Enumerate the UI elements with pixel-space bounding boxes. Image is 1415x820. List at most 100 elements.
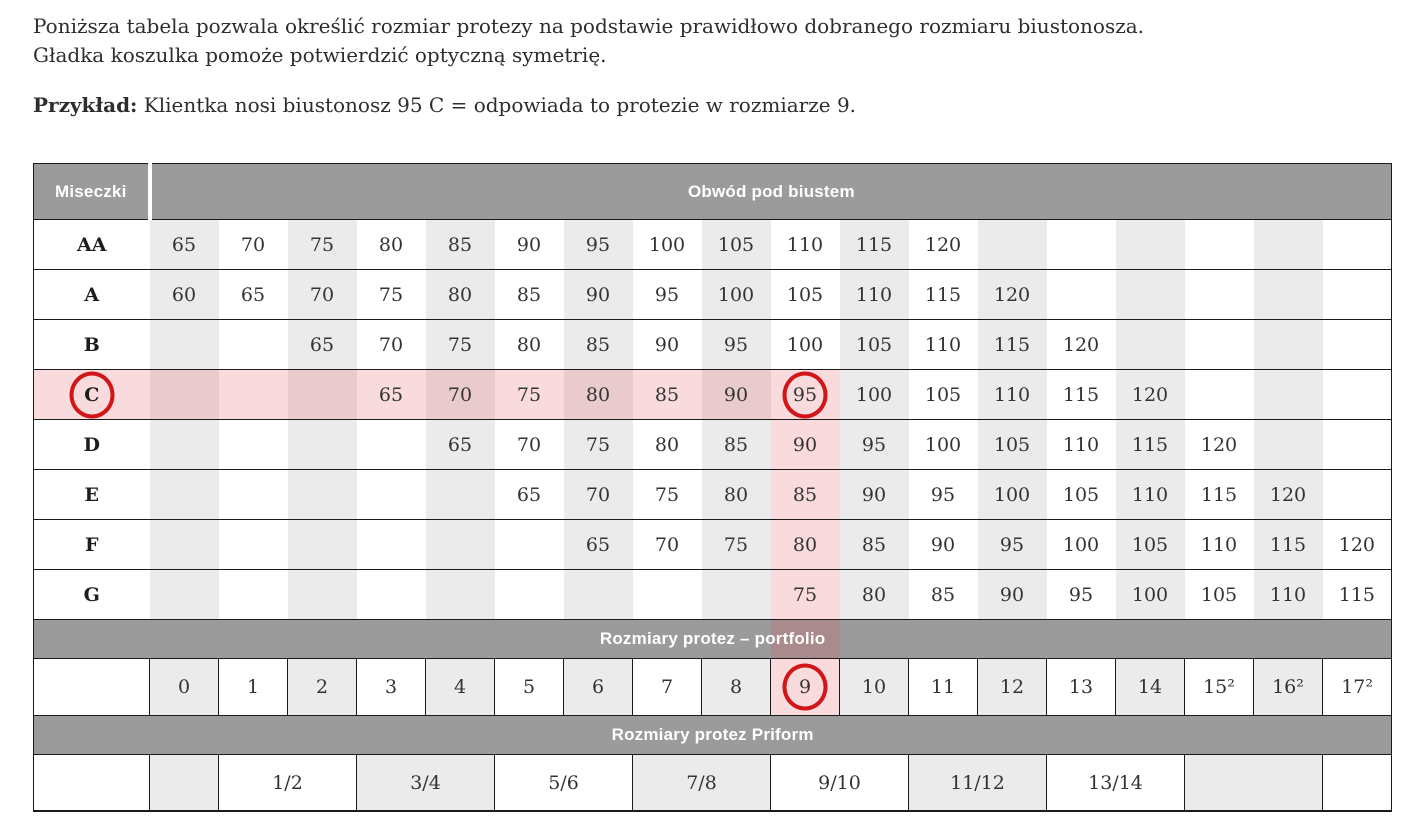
bust-cell: 100 <box>1115 569 1185 620</box>
bust-cell: 70 <box>632 519 702 570</box>
size-cell: 15² <box>1184 658 1254 716</box>
bust-cell: 120 <box>1184 419 1254 470</box>
band-portfolio: Rozmiary protez – portfolio <box>33 619 1392 659</box>
bust-cell <box>1253 419 1323 470</box>
bust-cell: 65 <box>287 319 357 370</box>
bust-cell: 80 <box>770 519 840 570</box>
bust-cell <box>356 419 426 470</box>
size-cell: 3 <box>356 658 426 716</box>
size-cell: 8 <box>701 658 771 716</box>
example-label: Przykład: <box>33 93 138 117</box>
bust-cell: 120 <box>1322 519 1392 570</box>
bust-cell <box>977 219 1047 270</box>
size-cell: 17² <box>1322 658 1392 716</box>
bust-cell <box>494 519 564 570</box>
priform-cell: 1/2 <box>218 754 357 811</box>
bust-cell: 95 <box>770 369 840 420</box>
priform-row: 1/2 3/4 5/6 7/8 9/10 11/12 13/14 <box>33 754 1392 811</box>
bust-cell: 90 <box>494 219 564 270</box>
bust-cell: 115 <box>1115 419 1185 470</box>
bust-cell: 110 <box>977 369 1047 420</box>
bust-cell <box>1115 219 1185 270</box>
bust-cell: 105 <box>1115 519 1185 570</box>
bust-cell: 110 <box>1253 569 1323 620</box>
bust-cell: 110 <box>1046 419 1116 470</box>
bust-cell <box>287 369 357 420</box>
bust-cell: 100 <box>977 469 1047 520</box>
bust-cell: 80 <box>425 269 495 320</box>
cup-label-G: G <box>33 569 150 620</box>
bust-cell: 95 <box>701 319 771 370</box>
bust-cell: 80 <box>563 369 633 420</box>
bust-cell <box>563 569 633 620</box>
bust-cell: 110 <box>1184 519 1254 570</box>
priform-cell: 3/4 <box>356 754 495 811</box>
bust-cell: 75 <box>287 219 357 270</box>
bust-cell: 80 <box>701 469 771 520</box>
bust-cell <box>218 369 288 420</box>
bust-cell: 105 <box>839 319 909 370</box>
bust-cell: 95 <box>839 419 909 470</box>
header-miseczki: Miseczki <box>33 163 152 220</box>
bust-cell <box>149 519 219 570</box>
bust-cell <box>287 519 357 570</box>
bust-cell <box>218 319 288 370</box>
cup-row-A: A 60 65 70 75 80 85 90 95 100 105 110 115 120 <box>33 269 1392 320</box>
size-cell: 7 <box>632 658 702 716</box>
bust-cell: 115 <box>1253 519 1323 570</box>
bust-cell: 90 <box>632 319 702 370</box>
header-row: Miseczki Obwód pod biustem <box>33 163 1392 220</box>
bust-cell: 120 <box>977 269 1047 320</box>
band-row-priform: Rozmiary protez Priform <box>33 715 1392 755</box>
bust-cell <box>287 469 357 520</box>
cup-row-D: D 65 70 75 80 85 90 95 100 105 110 115 120 <box>33 419 1392 470</box>
priform-blank-cell <box>33 754 150 811</box>
size-cell: 1 <box>218 658 288 716</box>
bust-cell <box>1253 269 1323 320</box>
bust-cell: 110 <box>908 319 978 370</box>
bust-cell: 85 <box>908 569 978 620</box>
bust-cell: 70 <box>218 219 288 270</box>
bust-cell: 120 <box>1253 469 1323 520</box>
bust-cell <box>1115 269 1185 320</box>
cup-label-AA: AA <box>33 219 150 270</box>
bust-cell <box>149 419 219 470</box>
band-portfolio-label: Rozmiary protez – portfolio <box>599 629 826 648</box>
bust-cell: 65 <box>563 519 633 570</box>
bust-cell: 100 <box>632 219 702 270</box>
bust-cell: 105 <box>977 419 1047 470</box>
bust-cell: 85 <box>494 269 564 320</box>
bust-cell <box>1253 319 1323 370</box>
bust-cell: 70 <box>287 269 357 320</box>
size-cell: 4 <box>425 658 495 716</box>
bust-cell <box>1253 369 1323 420</box>
bust-cell <box>1322 469 1392 520</box>
priform-cell: 5/6 <box>494 754 633 811</box>
bust-cell: 65 <box>149 219 219 270</box>
cup-label-C: C <box>33 369 150 420</box>
bust-cell: 115 <box>977 319 1047 370</box>
bust-cell <box>1322 419 1392 470</box>
bust-cell: 120 <box>1046 319 1116 370</box>
bust-cell: 75 <box>632 469 702 520</box>
size-cell: 9 <box>770 658 840 716</box>
size-cell: 0 <box>149 658 219 716</box>
bust-cell: 65 <box>218 269 288 320</box>
cup-row-AA: AA 65 70 75 80 85 90 95 100 105 110 115 120 <box>33 219 1392 270</box>
bust-cell: 90 <box>908 519 978 570</box>
bust-cell: 75 <box>425 319 495 370</box>
bust-cell: 75 <box>494 369 564 420</box>
bust-cell: 95 <box>977 519 1047 570</box>
bust-cell: 80 <box>839 569 909 620</box>
bust-cell <box>218 419 288 470</box>
cup-label-B: B <box>33 319 150 370</box>
bust-cell <box>287 569 357 620</box>
bust-cell <box>149 569 219 620</box>
bust-cell <box>1184 269 1254 320</box>
cup-row-G: G 75 80 85 90 95 100 105 110 115 <box>33 569 1392 620</box>
bust-cell <box>1184 219 1254 270</box>
red-circle-annotation <box>782 371 828 418</box>
bust-cell: 105 <box>1184 569 1254 620</box>
bust-cell: 100 <box>1046 519 1116 570</box>
